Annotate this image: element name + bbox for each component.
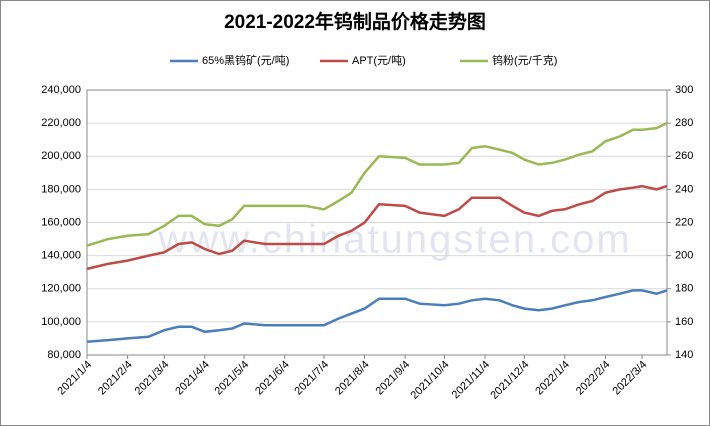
- y-tick-label: 160,000: [41, 216, 81, 228]
- series-line: [86, 289, 668, 344]
- y2-tick-label: 180: [675, 283, 693, 295]
- chart-title: 2021-2022年钨制品价格走势图: [224, 10, 486, 33]
- legend-label: 钨粉(元/千克): [492, 54, 557, 67]
- legend-label: 65%黑钨矿(元/吨): [202, 54, 289, 67]
- y-tick-label: 120,000: [41, 283, 81, 295]
- y-tick-label: 240,000: [41, 84, 81, 96]
- series-line: [86, 121, 668, 247]
- y2-tick-label: 160: [675, 316, 693, 328]
- y-tick-label: 140,000: [41, 250, 81, 262]
- y-tick-label: 180,000: [41, 183, 81, 195]
- y2-tick-label: 140: [675, 349, 693, 361]
- y2-tick-label: 300: [675, 84, 693, 96]
- y-tick-label: 100,000: [41, 316, 81, 328]
- y2-tick-label: 200: [675, 250, 693, 262]
- watermark: www.chinatungsten.com: [157, 218, 631, 262]
- y-tick-label: 80,000: [47, 349, 81, 361]
- y2-tick-label: 240: [675, 183, 693, 195]
- y-tick-label: 220,000: [41, 117, 81, 129]
- series-line: [86, 184, 668, 271]
- y2-tick-label: 280: [675, 117, 693, 129]
- legend-label: APT(元/吨): [352, 54, 406, 67]
- y-tick-label: 200,000: [41, 150, 81, 162]
- plot-border: [86, 89, 668, 356]
- y2-tick-label: 220: [675, 216, 693, 228]
- y2-tick-label: 260: [675, 150, 693, 162]
